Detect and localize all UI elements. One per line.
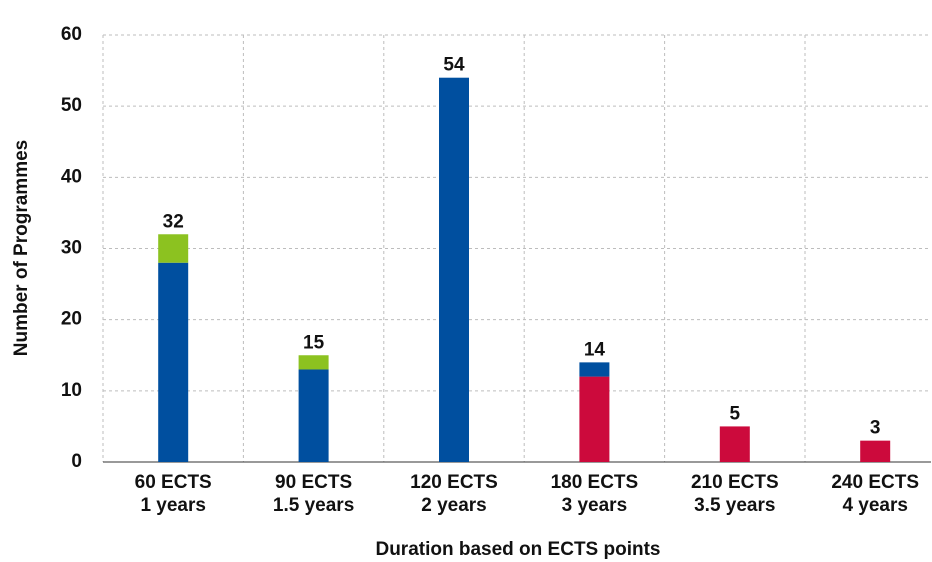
bar-segment: [860, 440, 891, 462]
y-tick-label: 40: [61, 166, 82, 187]
bar-segment: [719, 426, 750, 462]
bar-segment: [579, 376, 610, 462]
x-tick-label: 60 ECTS: [135, 472, 212, 493]
y-tick-label: 30: [61, 238, 82, 259]
y-tick-label: 20: [61, 309, 82, 330]
bar-segment: [298, 369, 329, 462]
bar-segment: [298, 355, 329, 370]
x-tick-label: 3.5 years: [694, 495, 775, 516]
x-tick-label: 180 ECTS: [551, 472, 639, 493]
bar-segment: [158, 234, 189, 263]
x-tick-label: 1.5 years: [273, 495, 354, 516]
y-tick-label: 50: [61, 95, 82, 116]
x-tick-label: 2 years: [421, 495, 487, 516]
x-tick-label: 210 ECTS: [691, 472, 779, 493]
bar-total-label: 15: [303, 332, 325, 353]
bar-total-label: 3: [870, 418, 881, 439]
x-axis-title: Duration based on ECTS points: [375, 539, 660, 560]
bar-segment: [579, 362, 610, 377]
y-tick-label: 60: [61, 24, 82, 45]
x-tick-label: 240 ECTS: [831, 472, 919, 493]
bar-segment: [439, 77, 469, 462]
x-tick-label: 1 years: [140, 495, 206, 516]
x-tick-label: 120 ECTS: [410, 472, 498, 493]
x-tick-label: 4 years: [842, 495, 908, 516]
y-tick-label: 10: [61, 380, 82, 401]
bar-total-label: 14: [584, 339, 606, 360]
y-axis-title: Number of Programmes: [11, 140, 32, 356]
bar-total-label: 5: [730, 403, 741, 424]
x-tick-label: 3 years: [562, 495, 628, 516]
bar-total-label: 32: [163, 211, 184, 232]
y-tick-label: 0: [71, 451, 82, 472]
bar-total-label: 54: [443, 55, 465, 76]
bar-segment: [158, 262, 189, 462]
x-tick-label: 90 ECTS: [275, 472, 352, 493]
